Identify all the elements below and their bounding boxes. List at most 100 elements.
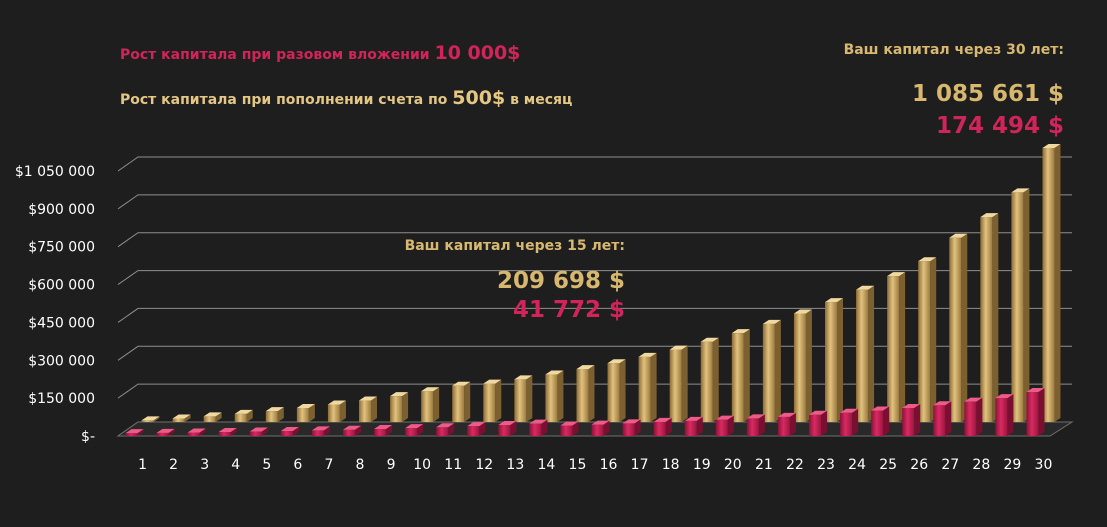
gridline — [117, 345, 1072, 361]
callout-15-gold-value: 209 698 $ — [496, 268, 625, 294]
bar-pink — [560, 421, 579, 436]
bar-pink — [436, 423, 455, 436]
bar-gold — [793, 309, 812, 422]
bar-gold — [359, 396, 377, 422]
bar-pink — [591, 420, 610, 436]
bar-gold — [887, 272, 906, 422]
bar-gold — [731, 329, 750, 422]
gridline — [117, 270, 1072, 285]
bar-gold — [483, 379, 502, 422]
bar-pink — [311, 426, 330, 436]
gridline — [117, 307, 1072, 323]
bar-gold — [762, 319, 781, 422]
x-tick-label: 20 — [724, 457, 742, 473]
x-tick-label: 12 — [475, 457, 493, 473]
y-tick-label: $750 000 — [28, 240, 95, 256]
bar-gold — [265, 407, 284, 422]
legend-pink-amount: 10 000$ — [434, 42, 521, 64]
x-tick-label: 5 — [262, 457, 271, 473]
bar-gold — [576, 365, 595, 422]
x-tick-label: 27 — [941, 457, 959, 473]
legend-pink-text: Рост капитала при разовом вложении — [120, 47, 430, 63]
bar-gold — [949, 233, 968, 422]
x-tick-label: 21 — [755, 457, 773, 473]
y-tick-label: $900 000 — [28, 202, 95, 218]
callout-15-years: Ваш капитал через 15 лет: 209 698 $ 41 7… — [405, 238, 625, 325]
x-tick-label: 6 — [293, 457, 302, 473]
x-tick-label: 2 — [169, 457, 178, 473]
x-tick-label: 23 — [817, 457, 835, 473]
x-tick-label: 18 — [662, 457, 680, 473]
x-tick-label: 9 — [387, 457, 396, 473]
y-tick-label: $450 000 — [28, 315, 95, 331]
x-tick-label: 4 — [231, 457, 240, 473]
callout-30-years: Ваш капитал через 30 лет: 1 085 661 $ 17… — [844, 42, 1064, 142]
bar-pink — [871, 406, 890, 436]
callout-30-label: Ваш капитал через 30 лет: — [843, 42, 1064, 58]
x-tick-label: 11 — [444, 457, 462, 473]
bar-gold — [327, 400, 346, 422]
bar-pink — [374, 425, 393, 436]
x-tick-label: 10 — [413, 457, 431, 473]
bar-gold — [980, 213, 999, 422]
bar-gold — [545, 370, 564, 422]
x-tick-label: 29 — [1003, 457, 1021, 473]
bar-gold — [296, 403, 315, 422]
x-tick-label: 28 — [972, 457, 990, 473]
x-tick-label: 26 — [910, 457, 928, 473]
bar-gold — [1011, 188, 1030, 422]
x-tick-label: 16 — [600, 457, 618, 473]
bar-gold — [203, 412, 222, 422]
x-tick-label: 24 — [848, 457, 866, 473]
bar-gold — [421, 387, 440, 422]
bar-gold — [918, 257, 937, 422]
bar-pink — [622, 419, 641, 436]
bar-pink — [777, 412, 796, 436]
x-tick-label: 8 — [356, 457, 365, 473]
bar-gold — [234, 409, 253, 422]
bar-pink — [840, 408, 859, 436]
bar-pink — [1026, 387, 1045, 436]
bar-gold — [452, 381, 471, 422]
callout-30-pink-value: 174 494 $ — [935, 113, 1064, 139]
bar-gold — [172, 414, 191, 422]
bar-pink — [249, 427, 268, 436]
callout-15-pink-value: 41 772 $ — [512, 297, 625, 323]
bar-pink — [498, 420, 517, 436]
bar-gold — [141, 416, 160, 422]
y-tick-label: $150 000 — [28, 391, 95, 407]
bar-gold — [825, 298, 843, 422]
bar-pink — [467, 422, 486, 436]
bar-pink — [529, 419, 548, 436]
gridline — [117, 232, 1072, 248]
x-tick-label: 1 — [138, 457, 147, 473]
x-tick-label: 25 — [879, 457, 897, 473]
bar-pink — [809, 410, 827, 436]
legend-gold-text: Рост капитала при пополнении счета по — [120, 92, 448, 108]
legend-gold-suffix: в месяц — [510, 92, 573, 108]
y-tick-label: $600 000 — [28, 278, 95, 294]
callout-30-gold-value: 1 085 661 $ — [911, 81, 1064, 107]
bar-pink — [343, 425, 361, 436]
bar-pink — [684, 416, 703, 436]
bar-pink — [280, 427, 299, 436]
x-tick-label: 22 — [786, 457, 804, 473]
x-tick-label: 13 — [506, 457, 524, 473]
x-tick-label: 7 — [324, 457, 333, 473]
x-tick-label: 14 — [537, 457, 555, 473]
bar-pink — [156, 428, 175, 436]
bar-gold — [607, 359, 626, 422]
bar-pink — [187, 428, 206, 436]
legend-monthly-deposit: Рост капитала при пополнении счета по 50… — [120, 87, 572, 109]
bar-pink — [218, 428, 237, 436]
bar-pink — [902, 403, 921, 436]
bar-pink — [653, 417, 672, 436]
x-tick-label: 30 — [1035, 457, 1053, 473]
x-tick-label: 15 — [569, 457, 587, 473]
bar-gold — [856, 285, 875, 422]
bar-pink — [746, 414, 765, 436]
bar-gold — [638, 352, 657, 422]
bar-pink — [964, 397, 983, 436]
bar-gold — [514, 375, 533, 422]
